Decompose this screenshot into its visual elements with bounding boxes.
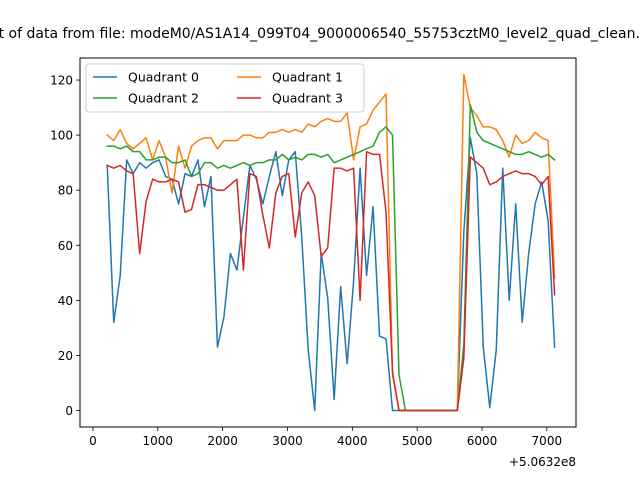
- x-tick-label: 2000: [207, 434, 238, 448]
- legend-label-3: Quadrant 3: [272, 91, 343, 106]
- series-layer: [106, 73, 556, 412]
- x-tick-label: 3000: [272, 434, 303, 448]
- legend-label-0: Quadrant 0: [128, 70, 199, 85]
- x-tick-label: 5000: [402, 434, 433, 448]
- x-tick-label: 7000: [532, 434, 563, 448]
- y-tick-label: 120: [50, 74, 73, 88]
- y-tick-label: 100: [50, 129, 73, 143]
- y-axis: 0 20 40 60 80 100 120: [50, 74, 80, 418]
- y-tick-label: 40: [58, 294, 73, 308]
- series-line-1: [106, 73, 556, 412]
- x-axis: 0 1000 2000 3000 4000 5000 6000 7000: [89, 427, 562, 448]
- y-tick-label: 60: [58, 239, 73, 253]
- y-tick-label: 20: [58, 349, 73, 363]
- legend-label-2: Quadrant 2: [128, 91, 199, 106]
- y-tick-label: 80: [58, 184, 73, 198]
- x-tick-label: 6000: [467, 434, 498, 448]
- y-tick-label: 0: [65, 404, 73, 418]
- x-tick-label: 0: [89, 434, 97, 448]
- series-line-2: [106, 104, 556, 412]
- chart-title: Plot of data from file: modeM0/AS1A14_09…: [0, 26, 640, 42]
- legend-box: [85, 63, 365, 113]
- legend-label-1: Quadrant 1: [272, 70, 343, 85]
- plot-frame: [79, 57, 577, 428]
- x-tick-label: 4000: [337, 434, 368, 448]
- x-tick-label: 1000: [143, 434, 174, 448]
- x-offset-label: +5.0632e8: [509, 455, 576, 469]
- series-line-3: [106, 150, 556, 412]
- series-line-0: [106, 137, 556, 412]
- legend: Quadrant 0 Quadrant 1 Quadrant 2 Quadrant 3: [85, 63, 365, 113]
